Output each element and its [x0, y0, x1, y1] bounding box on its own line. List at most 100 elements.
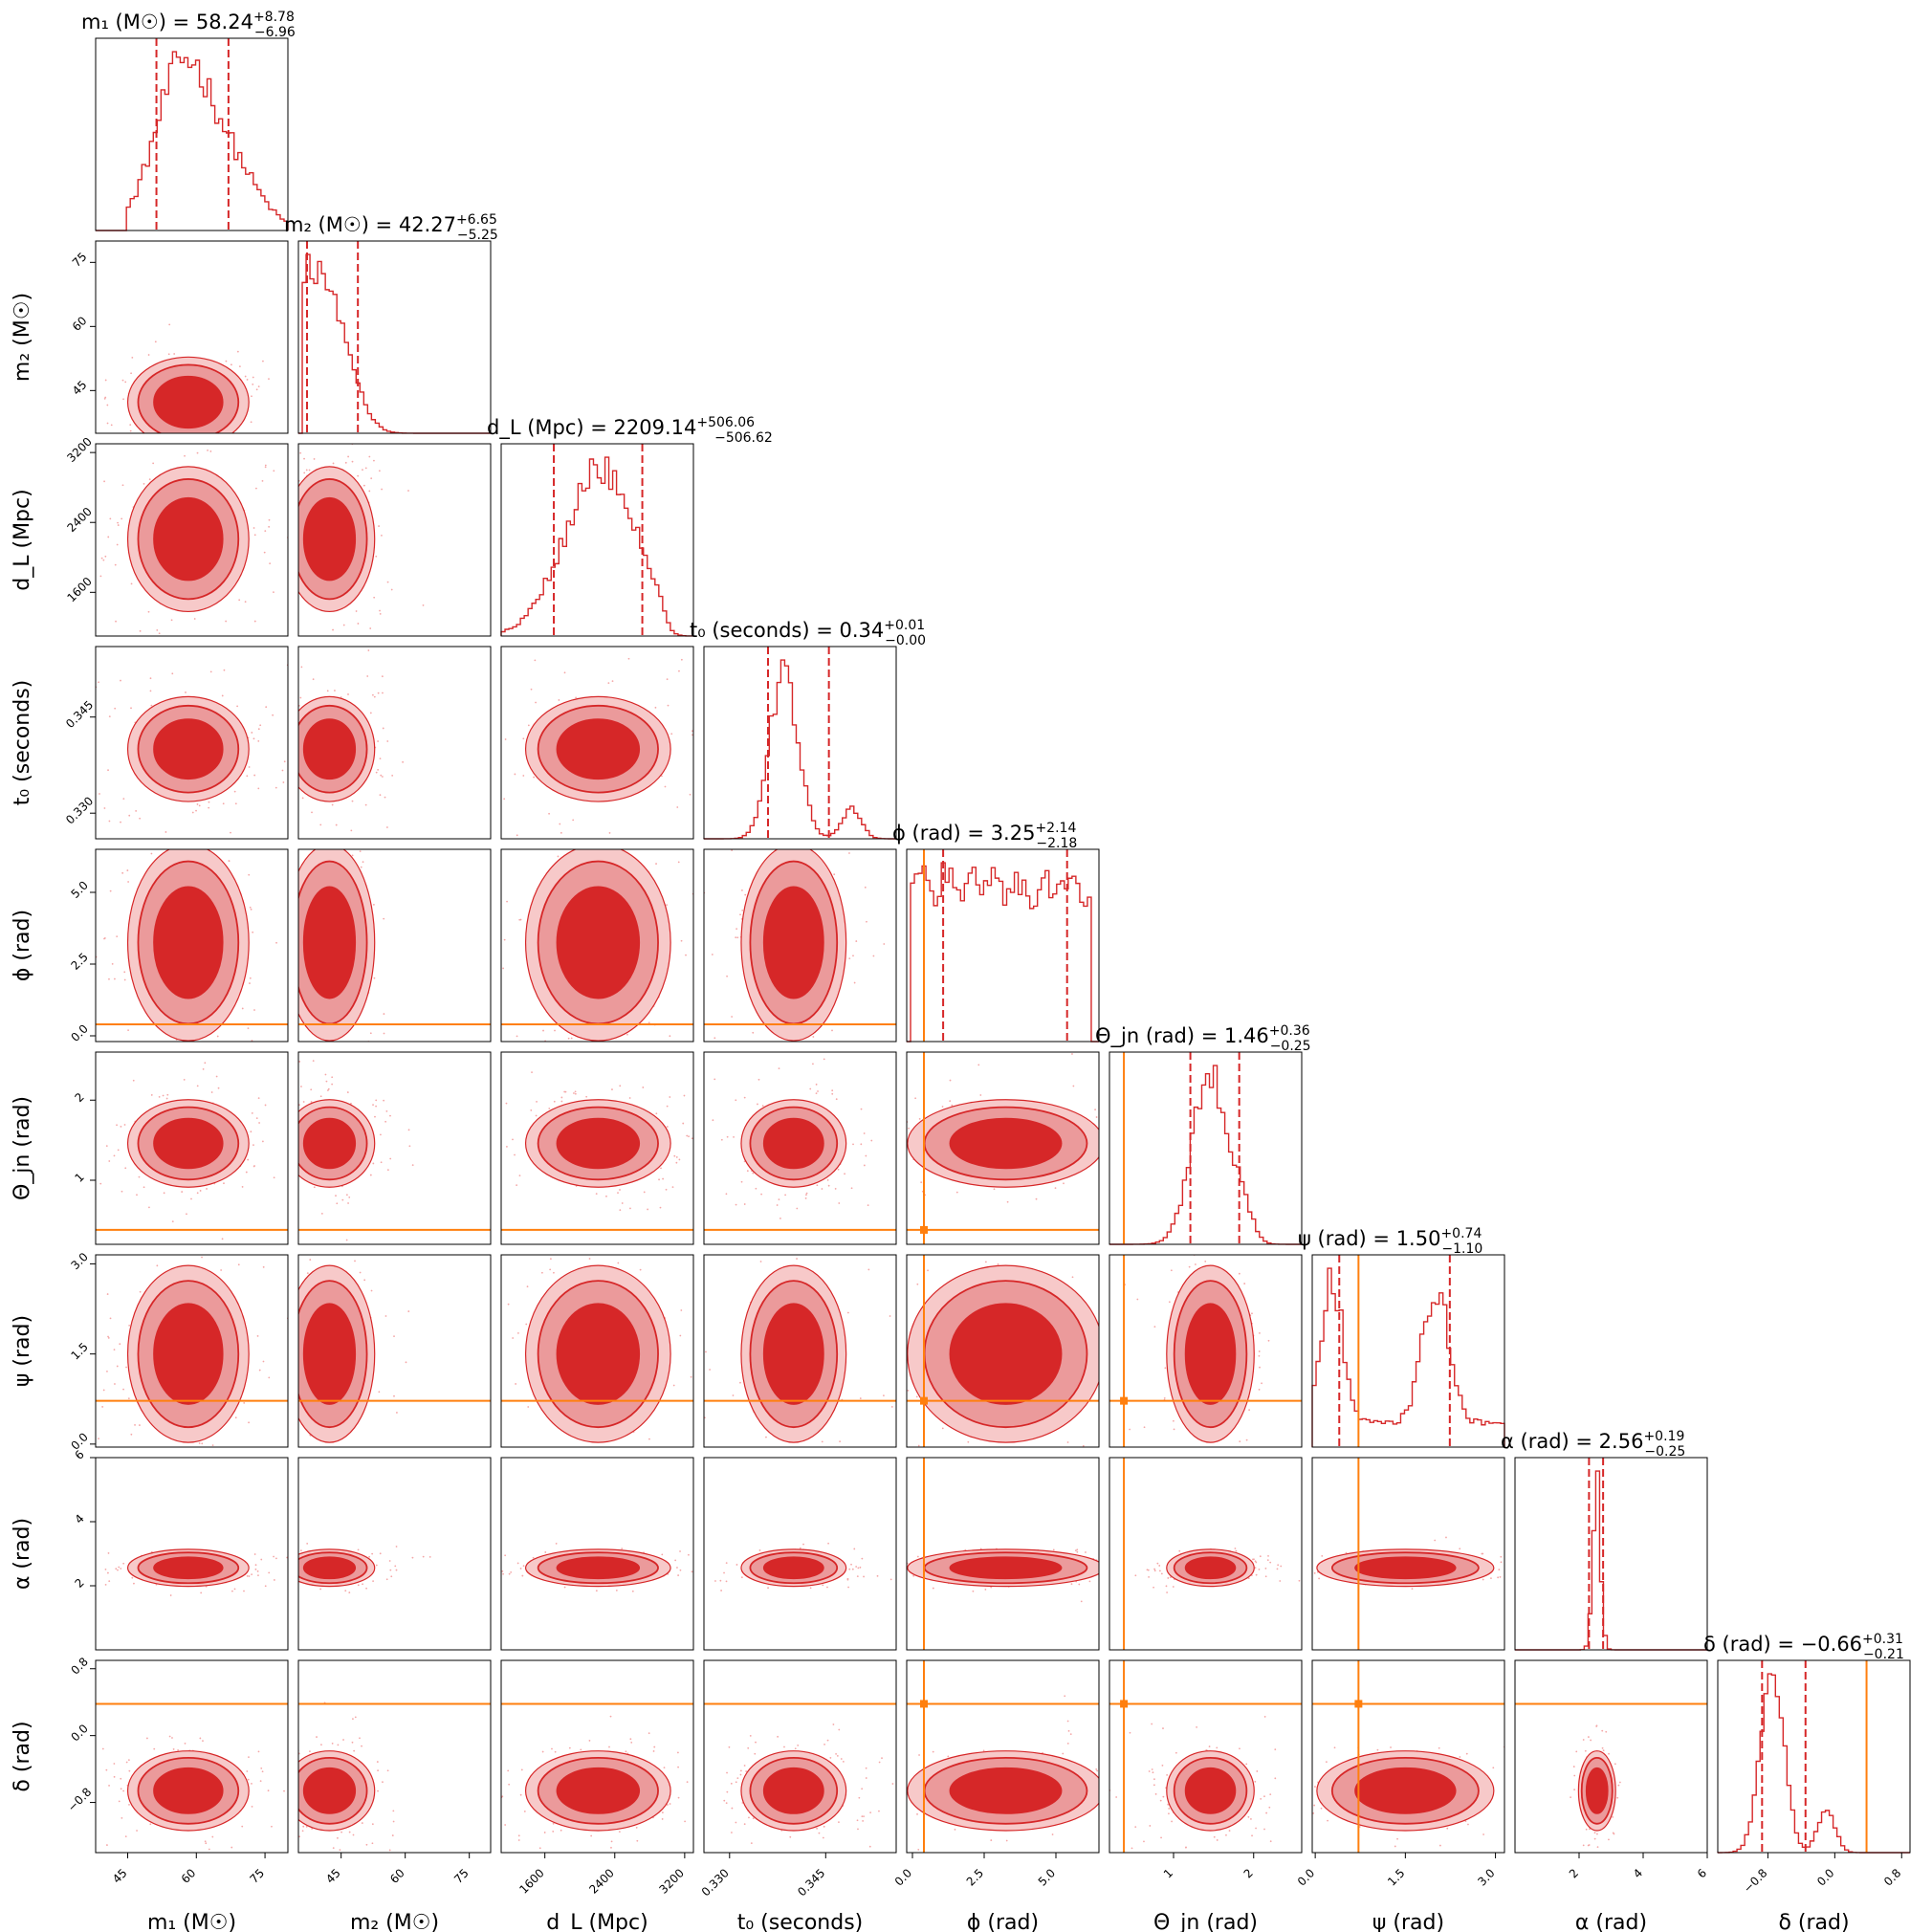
panel-frame	[95, 240, 289, 434]
sample-point	[106, 1571, 109, 1574]
sample-point	[755, 1741, 757, 1744]
sample-point	[273, 1579, 275, 1581]
sample-point	[249, 906, 252, 909]
sample-point	[291, 834, 293, 836]
sample-point	[1113, 1555, 1115, 1557]
sample-point	[234, 1416, 237, 1419]
sample-point	[289, 1352, 291, 1354]
sample-point	[294, 1010, 296, 1012]
sample-point	[865, 1767, 867, 1769]
sample-point	[1518, 1549, 1520, 1551]
sample-point	[360, 866, 362, 868]
sample-point	[1169, 1576, 1172, 1579]
sample-point	[310, 1099, 312, 1101]
sample-point	[103, 937, 106, 939]
panel-frame	[95, 646, 289, 840]
sample-point	[273, 1592, 274, 1594]
sample-point	[740, 724, 742, 726]
sample-point	[711, 1050, 713, 1052]
sample-point	[514, 773, 516, 776]
sample-point	[863, 1815, 865, 1818]
sample-point	[517, 1469, 519, 1471]
sample-point	[1247, 1815, 1250, 1818]
sample-point	[691, 1570, 693, 1573]
sample-point	[383, 1013, 385, 1015]
sample-point	[663, 1581, 665, 1583]
sample-point	[184, 1742, 187, 1745]
sample-point	[1254, 1249, 1256, 1251]
sample-point	[359, 1241, 361, 1243]
sample-point	[1221, 1136, 1223, 1138]
panel-frame	[297, 443, 492, 637]
sample-point	[313, 1186, 316, 1189]
sample-point	[501, 1570, 504, 1572]
sample-point	[293, 1561, 295, 1563]
sample-point	[1116, 1278, 1118, 1280]
sample-point	[664, 785, 667, 788]
sample-point	[714, 790, 716, 792]
sample-point	[372, 1104, 374, 1107]
sample-point	[370, 477, 373, 480]
sample-point	[239, 1489, 241, 1491]
sample-point	[781, 1450, 783, 1452]
sample-point	[590, 1834, 593, 1837]
sample-point	[272, 832, 274, 834]
sample-point	[171, 1461, 173, 1463]
sample-point	[341, 1535, 343, 1537]
sample-point	[917, 1848, 920, 1851]
sample-point	[1255, 1561, 1258, 1564]
sample-point	[757, 1078, 760, 1081]
sample-point	[377, 692, 380, 694]
sample-point	[723, 1571, 725, 1574]
contour-inner	[302, 718, 357, 780]
sample-point	[1077, 1187, 1079, 1189]
sample-point	[292, 1323, 294, 1325]
sample-point	[1500, 1561, 1503, 1564]
sample-point	[611, 1088, 613, 1090]
sample-point	[1099, 1181, 1101, 1183]
title-t0: t₀ (seconds) = 0.34+0.01 −0.00	[690, 618, 926, 648]
panel-frame	[1109, 1457, 1303, 1651]
panel-frame	[297, 1051, 492, 1245]
sample-point	[111, 962, 114, 965]
sample-point	[124, 381, 127, 384]
sample-point	[531, 1071, 533, 1074]
sample-point	[1147, 1768, 1149, 1770]
sample-point	[165, 1097, 168, 1100]
sample-point	[272, 1178, 274, 1180]
y-tick-label: 1600	[64, 575, 94, 604]
sample-point	[365, 1843, 368, 1846]
sample-point	[366, 1479, 368, 1481]
sample-point	[249, 1551, 251, 1553]
sample-point	[301, 1049, 303, 1051]
sample-point	[1234, 1482, 1236, 1484]
sample-point	[778, 1067, 780, 1070]
sample-point	[93, 849, 95, 851]
sample-point	[349, 1251, 351, 1253]
sample-point	[504, 738, 507, 740]
sample-point	[619, 1209, 622, 1212]
sample-point	[679, 1569, 682, 1571]
sample-point	[536, 1481, 538, 1482]
sample-point	[1261, 1382, 1262, 1385]
sample-point	[260, 983, 262, 985]
sample-point	[216, 1035, 219, 1038]
y-tick-label: 6	[73, 1448, 87, 1462]
sample-point	[248, 766, 251, 768]
contour-inner	[302, 1767, 357, 1814]
sample-point	[139, 1424, 141, 1426]
sample-point	[101, 1406, 104, 1408]
sample-point	[566, 1451, 568, 1453]
y-tick-label: 0.0	[68, 1430, 90, 1452]
sample-point	[210, 439, 212, 441]
y-tick-label: 1.5	[68, 1340, 90, 1362]
x-tick-label: 0.345	[795, 1866, 827, 1899]
sample-point	[354, 1716, 357, 1719]
sample-point	[770, 1067, 772, 1069]
sample-point	[506, 1178, 508, 1180]
sample-point	[108, 1580, 111, 1583]
sample-point	[1066, 1720, 1069, 1723]
sample-point	[295, 921, 296, 923]
sample-point	[257, 728, 260, 731]
sample-point	[742, 812, 744, 814]
